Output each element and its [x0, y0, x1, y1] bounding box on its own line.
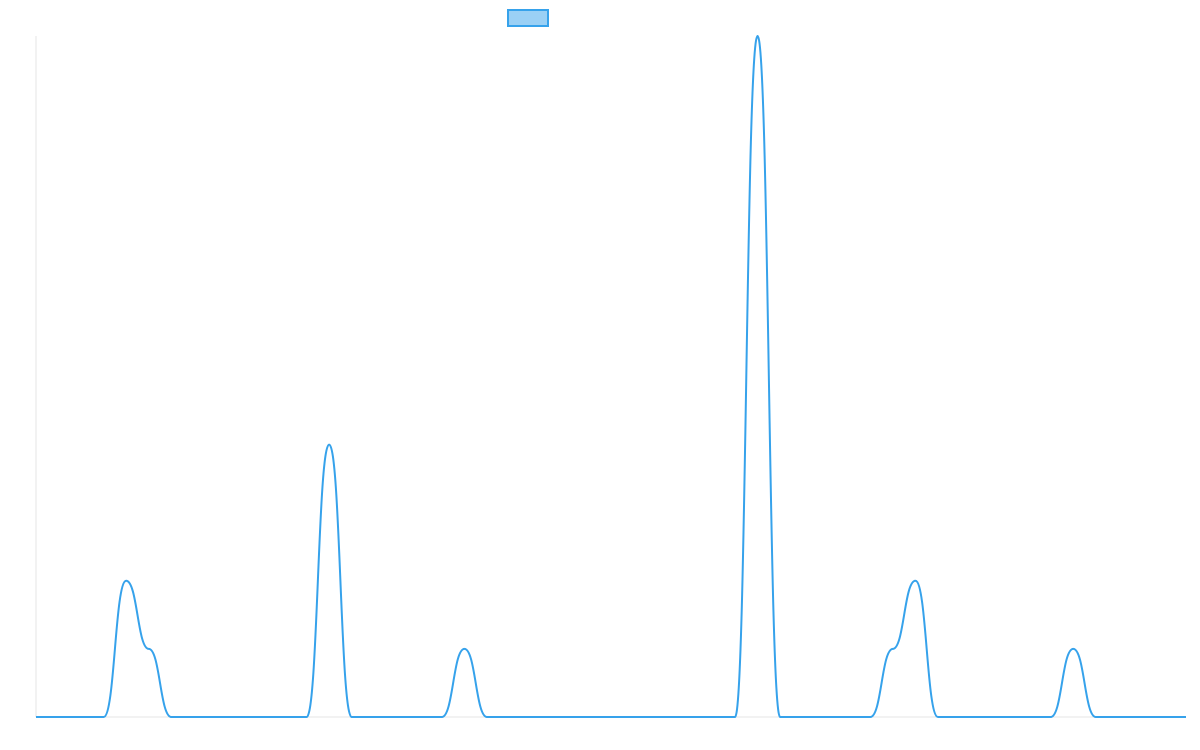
data-point[interactable] [890, 646, 896, 652]
data-point[interactable] [642, 714, 648, 720]
data-point[interactable] [597, 714, 603, 720]
data-point[interactable] [1048, 714, 1054, 720]
data-point[interactable] [755, 33, 761, 39]
data-point[interactable] [33, 714, 39, 720]
data-point[interactable] [439, 714, 445, 720]
series-layer [35, 35, 1186, 719]
data-point[interactable] [1025, 714, 1031, 720]
data-point[interactable] [777, 714, 783, 720]
data-point[interactable] [867, 714, 873, 720]
chart-axes [35, 36, 1186, 718]
data-point[interactable] [664, 714, 670, 720]
legend[interactable] [507, 9, 549, 27]
data-point[interactable] [349, 714, 355, 720]
data-point[interactable] [371, 714, 377, 720]
data-point[interactable] [326, 442, 332, 448]
data-point[interactable] [1093, 714, 1099, 720]
data-point[interactable] [168, 714, 174, 720]
data-point[interactable] [258, 714, 264, 720]
data-point[interactable] [304, 714, 310, 720]
data-point[interactable] [574, 714, 580, 720]
data-point[interactable] [1138, 714, 1144, 720]
data-point[interactable] [146, 646, 152, 652]
data-point[interactable] [191, 714, 197, 720]
data-point[interactable] [822, 714, 828, 720]
data-point[interactable] [1183, 714, 1189, 720]
data-point[interactable] [1070, 646, 1076, 652]
point-layer [33, 33, 1189, 720]
data-point[interactable] [394, 714, 400, 720]
data-point[interactable] [732, 714, 738, 720]
data-point[interactable] [484, 714, 490, 720]
data-point[interactable] [935, 714, 941, 720]
data-point[interactable] [1003, 714, 1009, 720]
data-point[interactable] [1160, 714, 1166, 720]
data-point[interactable] [619, 714, 625, 720]
data-point[interactable] [912, 578, 918, 584]
data-point[interactable] [709, 714, 715, 720]
data-point[interactable] [236, 714, 242, 720]
data-point[interactable] [1115, 714, 1121, 720]
data-point[interactable] [687, 714, 693, 720]
data-point[interactable] [958, 714, 964, 720]
data-point[interactable] [78, 714, 84, 720]
data-point[interactable] [281, 714, 287, 720]
data-point[interactable] [507, 714, 513, 720]
data-point[interactable] [529, 714, 535, 720]
data-point[interactable] [213, 714, 219, 720]
data-point[interactable] [123, 578, 129, 584]
data-point[interactable] [56, 714, 62, 720]
data-point[interactable] [552, 714, 558, 720]
data-point[interactable] [980, 714, 986, 720]
data-point[interactable] [101, 714, 107, 720]
data-point[interactable] [800, 714, 806, 720]
series-line[interactable] [35, 35, 1186, 719]
data-point[interactable] [845, 714, 851, 720]
data-point[interactable] [461, 646, 467, 652]
data-point[interactable] [416, 714, 422, 720]
legend-swatch[interactable] [507, 9, 549, 27]
